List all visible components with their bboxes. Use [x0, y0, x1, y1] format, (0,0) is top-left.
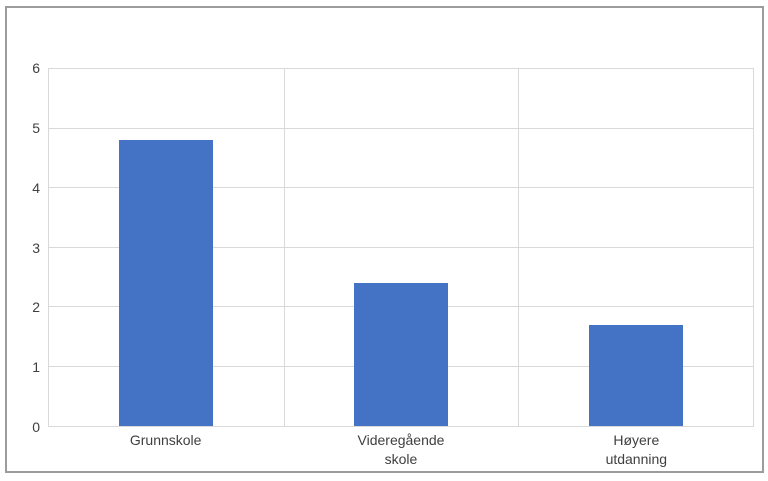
bar-h-yere-utdanning	[588, 324, 683, 426]
gridline-horizontal	[49, 246, 753, 248]
y-tick-label: 0	[32, 419, 40, 435]
y-tick-label: 1	[32, 359, 40, 376]
gridline-vertical	[283, 69, 285, 426]
x-category-label: Grunnskole	[129, 432, 202, 448]
y-tick-label: 4	[32, 179, 40, 196]
x-category-label: Høyere utdanning	[605, 432, 668, 467]
gridline-horizontal	[49, 127, 753, 129]
gridline-vertical	[518, 69, 520, 426]
y-tick-label: 2	[32, 299, 40, 316]
y-tick-label: 6	[32, 60, 40, 76]
y-tick-label: 3	[32, 239, 40, 256]
bar-videreg-ende-skole	[354, 283, 448, 426]
plot-area	[48, 68, 754, 427]
y-tick-label: 5	[32, 119, 40, 136]
bar-grunnskole	[119, 140, 214, 426]
x-category-label: Videregående skole	[357, 432, 445, 467]
gridline-horizontal	[49, 187, 753, 188]
